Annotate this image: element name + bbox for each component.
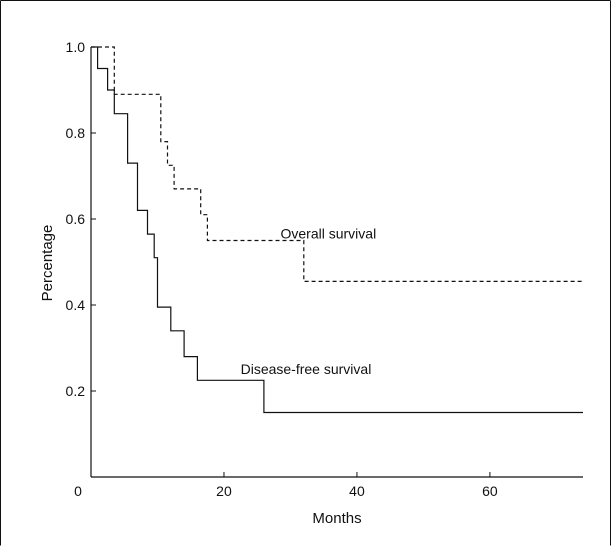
y-tick-label: 1.0: [66, 39, 86, 55]
y-tick-label: 0.2: [66, 383, 86, 399]
x-axis-title: Months: [312, 510, 361, 527]
x-tick-label: 40: [349, 483, 365, 499]
x-tick-label: 0: [74, 483, 82, 499]
x-tick-label: 60: [482, 483, 498, 499]
y-tick-label: 0.6: [66, 211, 86, 227]
y-tick-label: 0.8: [66, 125, 86, 141]
axes: 0.2 0.4 0.6 0.8 1.0 0 20 40 60: [66, 39, 583, 499]
y-tick-label: 0.4: [66, 297, 86, 313]
disease-free-survival-label: Disease-free survival: [241, 361, 372, 377]
y-axis-title: Percentage: [39, 225, 56, 302]
overall-survival-label: Overall survival: [280, 225, 376, 241]
series-layer: [91, 46, 583, 414]
x-tick-label: 20: [216, 483, 232, 499]
annotation-layer: Overall survival Disease-free survival: [241, 225, 377, 376]
disease-free-survival-line: [91, 46, 583, 414]
overall-survival-line: [91, 46, 583, 282]
